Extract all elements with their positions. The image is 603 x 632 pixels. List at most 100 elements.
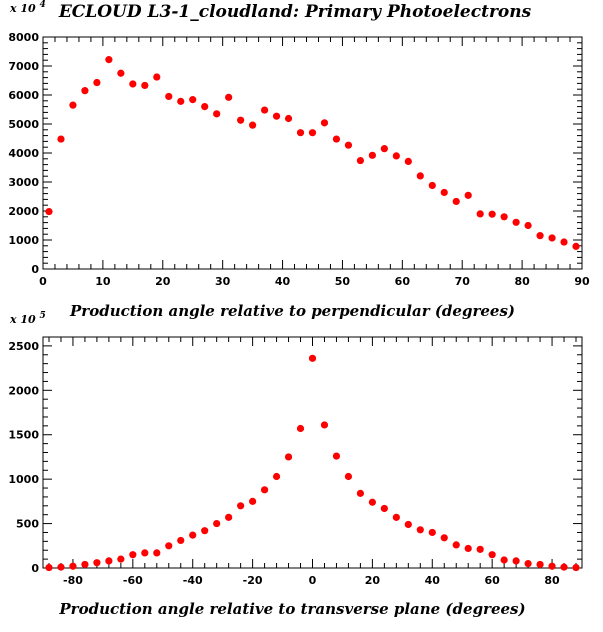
data-point [93,78,101,87]
data-point [249,497,257,505]
data-point [428,181,436,190]
data-point [560,563,568,571]
data-point [308,354,317,362]
data-point [213,110,221,118]
data-point [512,218,520,226]
x-axis-label: Production angle relative to transverse … [58,600,525,618]
x-tick-label: 40 [425,574,441,587]
y-tick-label: 5000 [8,118,39,131]
data-point [308,129,317,137]
data-point [464,544,472,553]
data-point [356,489,365,497]
data-point [129,551,137,559]
x-axis-label: Production angle relative to perpendicul… [69,302,515,320]
data-point [69,562,77,570]
x-tick-label: 30 [215,275,231,288]
data-point [476,545,484,553]
data-point [440,188,448,197]
data-point [57,135,65,143]
x-tick-label: 20 [155,275,171,288]
data-point [81,87,89,95]
data-point [117,555,125,563]
data-point [284,114,293,123]
data-point [428,528,436,537]
data-point [57,563,65,571]
data-point [225,513,233,521]
data-point [380,145,388,153]
data-point [165,92,173,101]
data-point [141,81,149,90]
data-point [536,232,544,240]
x-tick-label: 60 [485,574,501,587]
plot-panel-1: 0 1000 2000 3000 4000 5000 6000 7000 8000 0 10 20 30… [8,0,590,320]
data-point [356,156,365,165]
data-point [488,551,496,559]
data-point [500,213,508,221]
data-point [237,502,245,510]
y-tick-label: 1000 [8,234,39,247]
y-tick-label: 3000 [8,176,39,189]
data-point [165,542,173,550]
data-point [332,135,341,143]
data-point [416,172,424,180]
x-tick-label: -80 [63,574,83,587]
data-point [536,560,544,569]
data-point [284,453,293,461]
data-point [560,238,568,246]
data-point [320,119,329,127]
data-point [225,93,233,101]
data-point [296,129,305,137]
y-tick-label: 4000 [8,147,39,160]
data-point [260,106,269,114]
x-tick-label: 40 [275,275,291,288]
data-point [404,157,412,166]
y-tick-label: 1000 [8,473,39,486]
y-tick-label: 0 [31,263,39,276]
x-tick-label: -20 [243,574,263,587]
data-point [272,112,281,120]
data-point [129,80,137,88]
x-tick-label: 0 [309,574,317,587]
data-point [524,221,532,230]
data-point [332,452,341,460]
x-tick-label: 0 [39,275,47,288]
data-point [440,534,448,542]
data-point [572,242,580,250]
data-point [81,560,89,569]
data-point [201,103,209,111]
data-point [177,97,185,105]
data-point [189,96,197,104]
data-point [237,116,245,124]
data-point [380,504,388,513]
data-point [189,531,197,539]
x-tick-label: 80 [544,574,560,587]
y-tick-label: 2000 [8,205,39,218]
y-tick-label: 2500 [8,340,39,353]
data-point [153,73,161,81]
y-tick-label: 0 [31,562,39,575]
data-point [464,191,472,199]
data-point [93,559,101,567]
y-tick-label: 500 [16,518,39,531]
data-point [260,486,269,494]
x-tick-label: 60 [395,275,411,288]
chart-title: ECLOUD L3-1_cloudland: Primary Photoelec… [58,2,532,22]
x-tick-label: 80 [514,275,530,288]
data-point [45,207,53,216]
y-multiplier-label: x 10 5 [9,311,46,326]
data-point [368,151,376,159]
plot-frame [42,336,583,569]
y-tick-label: 1500 [8,429,39,442]
data-point [201,527,209,535]
x-tick-label: 90 [574,275,590,288]
data-point [392,152,400,160]
y-multiplier-label: x 10 4 [9,0,46,15]
data-point [69,101,77,109]
data-point [296,424,305,433]
data-point [177,536,185,545]
data-point [548,234,556,242]
data-point [452,541,460,549]
data-point [105,56,113,64]
data-point [344,141,353,149]
